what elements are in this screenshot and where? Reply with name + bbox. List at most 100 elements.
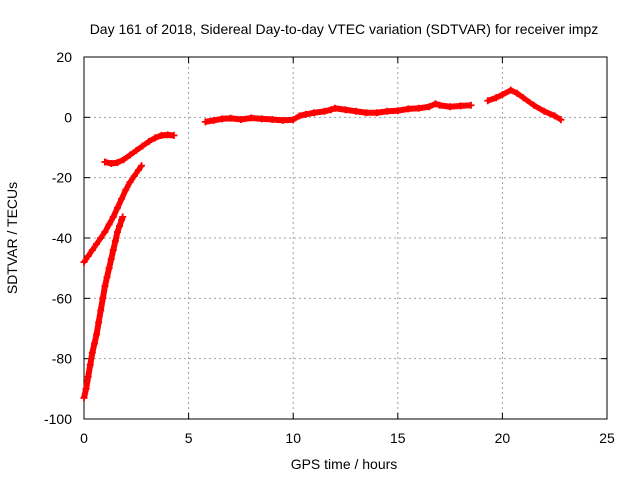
data-point xyxy=(210,116,218,124)
data-marks xyxy=(80,86,565,402)
data-point xyxy=(431,100,439,108)
data-point xyxy=(519,94,527,102)
data-point xyxy=(88,349,96,357)
data-point xyxy=(157,131,165,139)
data-point xyxy=(201,118,209,126)
data-point xyxy=(404,105,412,113)
data-point xyxy=(310,109,318,117)
data-point xyxy=(170,131,178,139)
axis-ticks: 0 5 10 15 20 25 -100 -80 -60 -40 -20 0 20 xyxy=(44,49,615,446)
data-point xyxy=(93,331,101,339)
data-point xyxy=(226,114,234,122)
x-tick-label: 20 xyxy=(495,430,511,446)
series-trail xyxy=(101,131,176,167)
data-point xyxy=(268,115,276,123)
data-point xyxy=(492,94,500,102)
data-point xyxy=(218,115,226,123)
data-point xyxy=(484,97,492,105)
x-tick-label: 25 xyxy=(599,430,615,446)
data-point xyxy=(237,115,245,123)
series-day-trace xyxy=(201,100,475,126)
y-tick-label: -40 xyxy=(52,230,72,246)
data-point xyxy=(82,385,90,393)
series-trail xyxy=(484,87,563,122)
data-point xyxy=(130,172,138,180)
data-point xyxy=(107,255,115,263)
data-point xyxy=(88,246,96,254)
data-point xyxy=(327,106,335,114)
data-point xyxy=(93,240,101,248)
chart-title: Day 161 of 2018, Sidereal Day-to-day VTE… xyxy=(90,21,599,37)
data-point xyxy=(139,142,147,150)
y-tick-label: -80 xyxy=(52,351,72,367)
data-point xyxy=(103,273,111,281)
data-point xyxy=(97,306,105,314)
data-point xyxy=(126,178,134,186)
data-point xyxy=(97,234,105,242)
data-point xyxy=(530,101,538,109)
data-point xyxy=(86,361,94,369)
data-point xyxy=(247,114,255,122)
series-steep-lower xyxy=(80,213,127,402)
data-point xyxy=(352,107,360,115)
x-tick-label: 5 xyxy=(185,430,193,446)
data-point xyxy=(425,103,433,111)
data-point xyxy=(258,115,266,123)
data-point xyxy=(513,89,521,97)
x-axis-label: GPS time / hours xyxy=(291,456,398,472)
data-point xyxy=(394,107,402,115)
y-axis-label: SDTVAR / TECUs xyxy=(4,182,20,294)
y-tick-label: -100 xyxy=(44,411,72,427)
data-point xyxy=(122,186,130,194)
data-point xyxy=(498,91,506,99)
data-point xyxy=(331,104,339,112)
data-point xyxy=(415,104,423,112)
data-point xyxy=(118,195,126,203)
data-point xyxy=(467,101,475,109)
data-point xyxy=(116,222,124,230)
data-point xyxy=(101,158,109,166)
data-point xyxy=(99,294,107,302)
data-point xyxy=(540,107,548,115)
x-tick-label: 15 xyxy=(390,430,406,446)
data-point xyxy=(113,228,121,236)
data-point xyxy=(126,151,134,159)
series-rising-middle xyxy=(80,162,146,266)
data-point xyxy=(105,220,113,228)
data-point xyxy=(145,137,153,145)
data-point xyxy=(134,166,142,174)
data-point xyxy=(132,147,140,155)
data-point xyxy=(507,86,515,94)
data-point xyxy=(105,264,113,272)
data-point xyxy=(109,246,117,254)
data-point xyxy=(80,258,88,266)
series-upper-arc xyxy=(101,131,178,167)
data-point xyxy=(111,237,119,245)
data-point xyxy=(551,112,559,120)
data-point xyxy=(446,103,454,111)
data-point xyxy=(119,213,127,221)
x-tick-label: 0 xyxy=(80,430,88,446)
data-point xyxy=(436,101,444,109)
data-point xyxy=(84,373,92,381)
y-tick-label: 20 xyxy=(56,49,72,65)
data-point xyxy=(321,107,329,115)
data-point xyxy=(342,106,349,114)
data-point xyxy=(289,116,297,124)
data-point xyxy=(113,204,121,212)
data-point xyxy=(90,340,98,348)
y-tick-label: 0 xyxy=(64,109,72,125)
data-point xyxy=(164,131,172,139)
data-point xyxy=(362,109,370,117)
data-point xyxy=(373,109,381,117)
data-point xyxy=(101,228,109,236)
data-point xyxy=(557,116,565,124)
data-point xyxy=(107,159,115,167)
data-point xyxy=(457,102,465,110)
data-point xyxy=(295,112,303,120)
data-point xyxy=(383,107,391,115)
data-point xyxy=(109,213,117,221)
series-trail xyxy=(81,214,126,401)
data-point xyxy=(113,159,121,167)
